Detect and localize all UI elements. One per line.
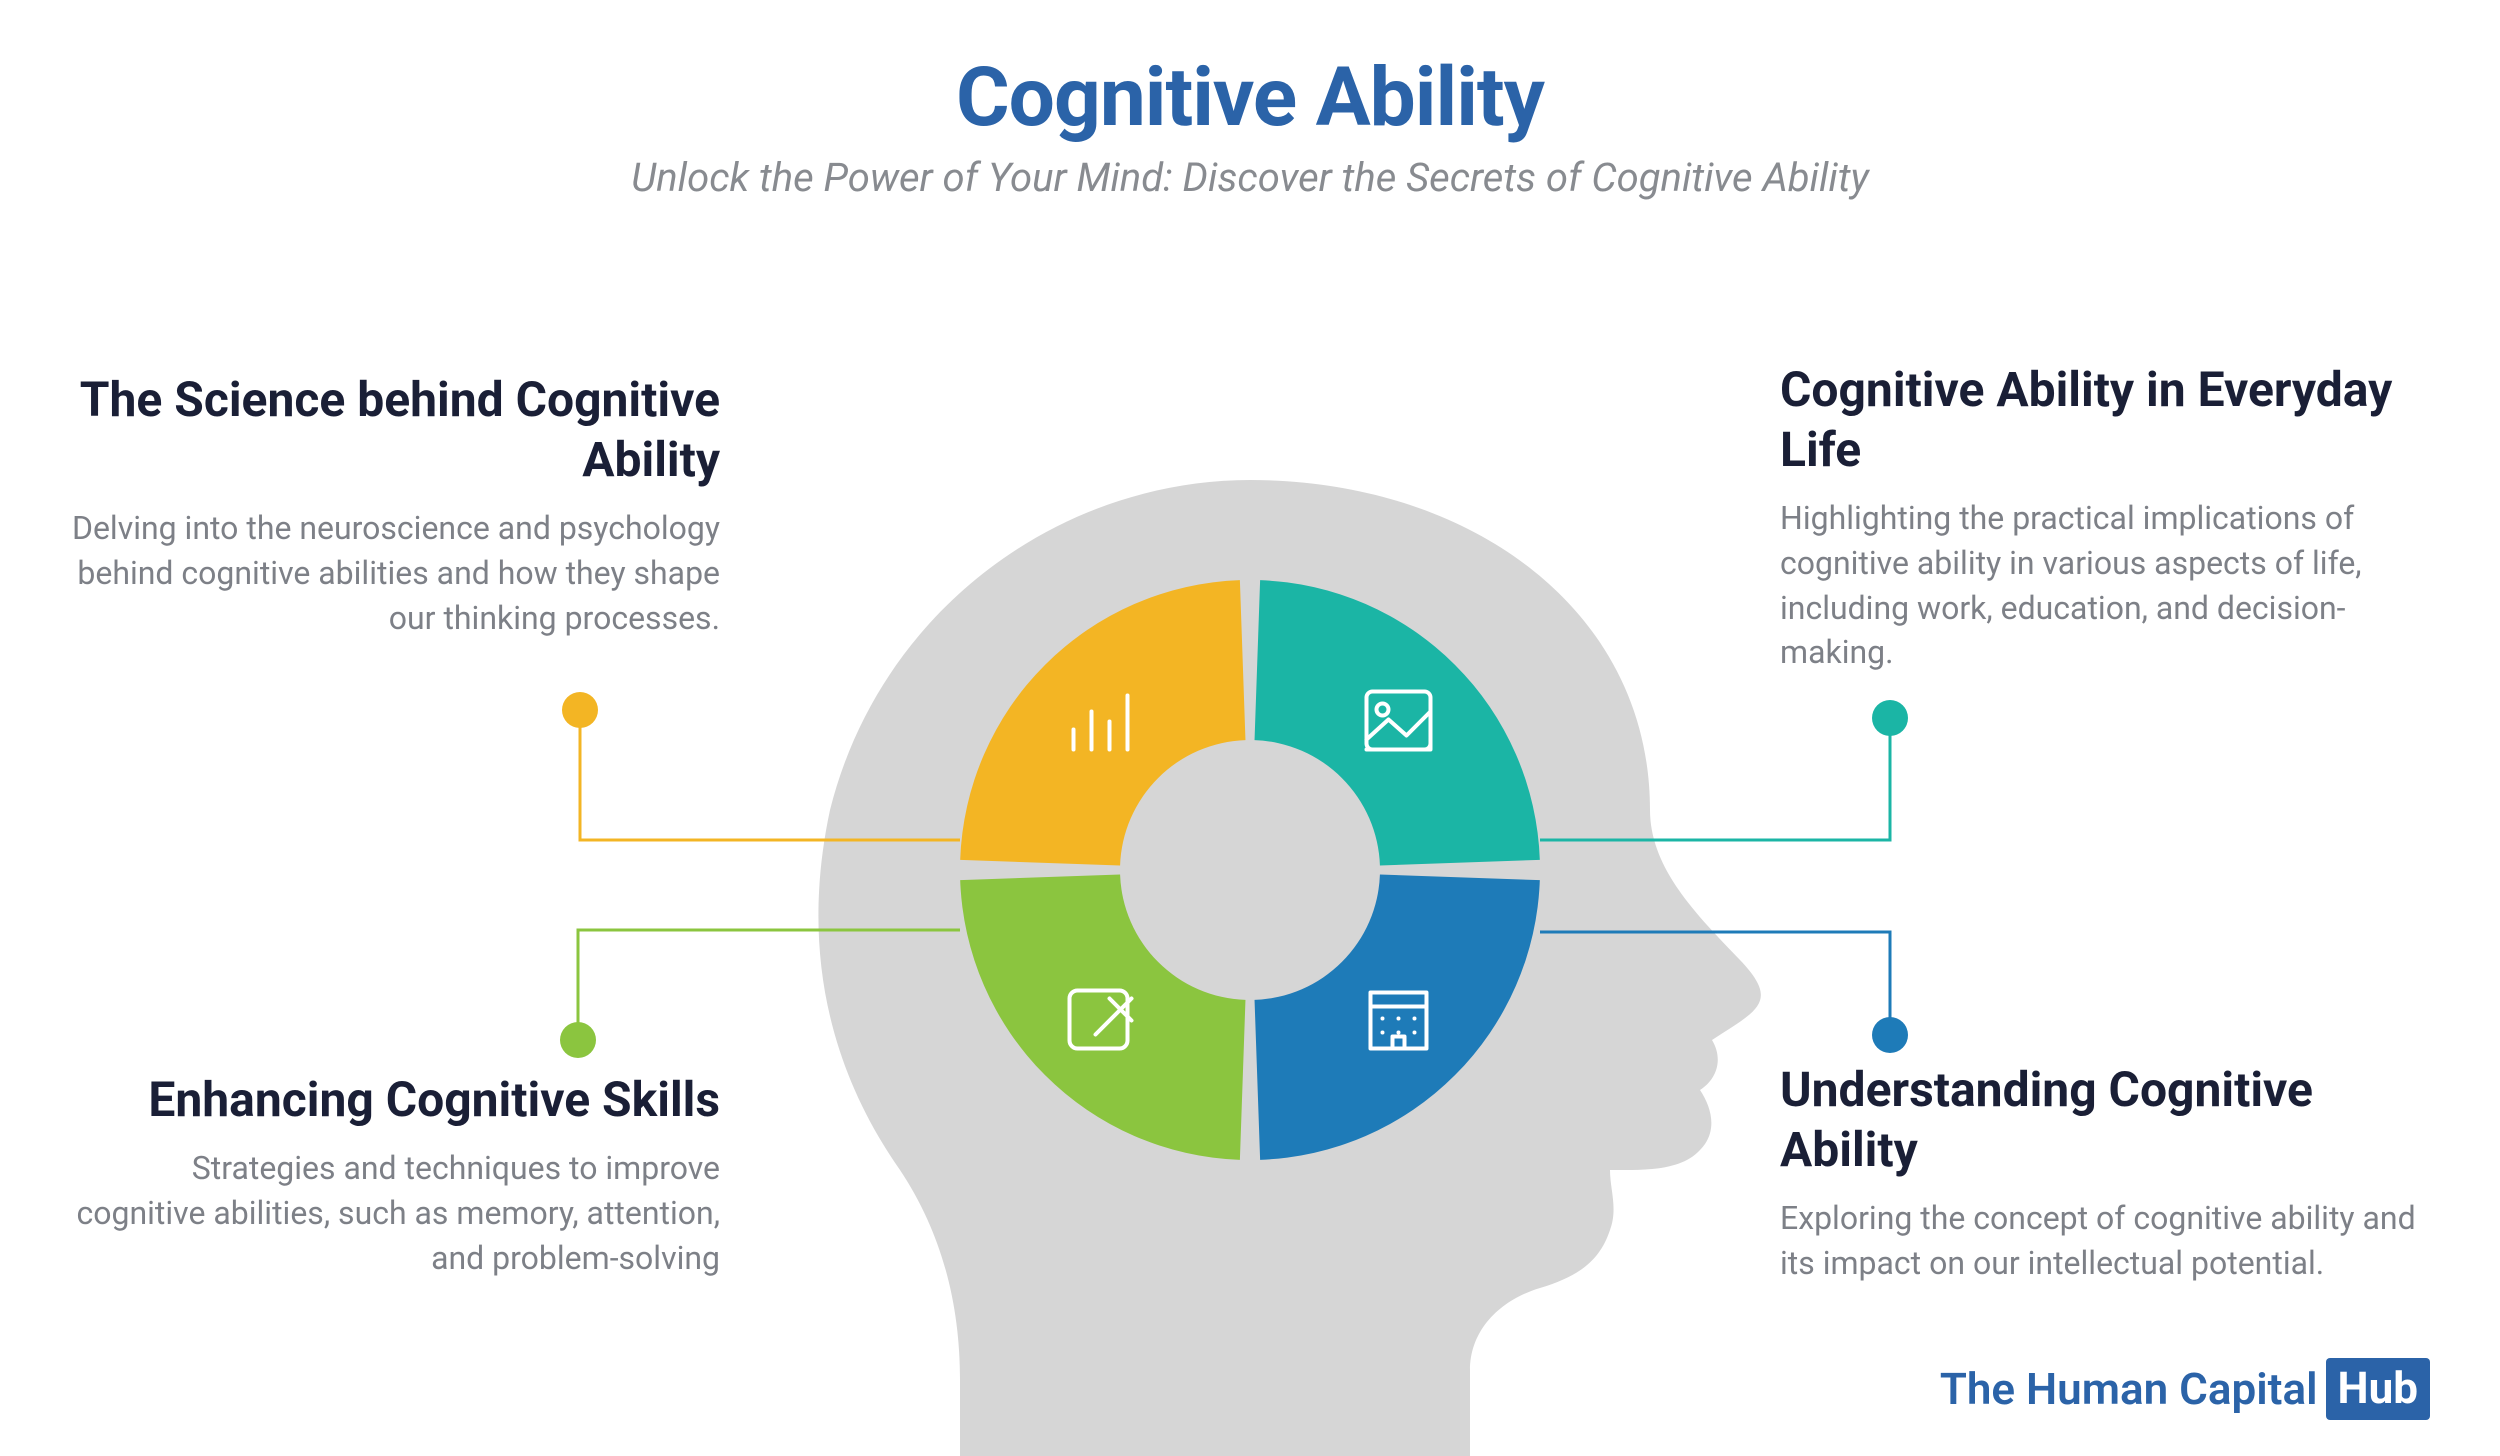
quadrant-desc: Strategies and techniques to improve cog… [60,1146,720,1280]
quadrant-enhancing: Enhancing Cognitive Skills Strategies an… [60,1070,720,1280]
brand-logo: The Human Capital Hub [1940,1358,2430,1420]
quadrant-science: The Science behind Cognitive Ability Del… [60,370,720,640]
quadrant-title: Understanding Cognitive Ability [1780,1060,2440,1180]
quadrant-title: Enhancing Cognitive Skills [60,1070,720,1130]
quadrant-desc: Delving into the neuroscience and psycho… [60,506,720,640]
brand-prefix: The Human Capital [1940,1363,2318,1415]
quadrant-everyday: Cognitive Ability in Everyday Life Highl… [1780,360,2440,675]
quadrant-desc: Highlighting the practical implications … [1780,496,2440,675]
brand-badge: Hub [2326,1358,2430,1420]
quadrant-understanding: Understanding Cognitive Ability Explorin… [1780,1060,2440,1286]
quadrant-desc: Exploring the concept of cognitive abili… [1780,1196,2440,1286]
quadrant-title: The Science behind Cognitive Ability [60,370,720,490]
quadrant-title: Cognitive Ability in Everyday Life [1780,360,2440,480]
